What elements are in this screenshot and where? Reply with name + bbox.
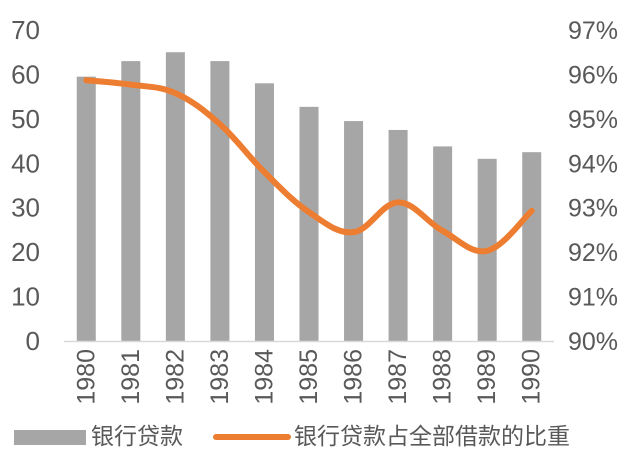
- legend-line-label: 银行贷款占全部借款的比重: [294, 423, 570, 449]
- bar-1980: [77, 77, 96, 341]
- x-tick-label: 1982: [161, 349, 189, 405]
- left-tick-label: 10: [11, 282, 40, 312]
- x-tick-label: 1988: [429, 349, 457, 405]
- left-tick-label: 40: [11, 148, 40, 178]
- x-tick-label: 1983: [206, 349, 234, 405]
- left-tick-label: 50: [11, 104, 40, 134]
- left-tick-label: 70: [11, 15, 40, 45]
- x-tick-label: 1985: [295, 349, 323, 405]
- bar-1988: [433, 146, 452, 341]
- legend: 银行贷款 银行贷款占全部借款的比重: [14, 423, 570, 449]
- left-axis-ticks: 0 10 20 30 40 50 60 70: [11, 15, 40, 356]
- bar-1983: [210, 61, 229, 341]
- left-tick-label: 20: [11, 237, 40, 267]
- bars-layer: [77, 52, 541, 341]
- x-tick-label: 1986: [340, 349, 368, 405]
- x-tick-label: 1981: [117, 349, 145, 405]
- bar-1985: [300, 107, 319, 341]
- right-tick-label: 95%: [568, 106, 618, 134]
- right-tick-label: 97%: [568, 17, 618, 45]
- x-tick-label: 1990: [518, 349, 546, 405]
- right-tick-label: 93%: [568, 195, 618, 223]
- left-tick-label: 60: [11, 59, 40, 89]
- bar-1987: [389, 130, 408, 341]
- right-tick-label: 96%: [568, 61, 618, 89]
- legend-bar-swatch: [14, 430, 86, 445]
- right-tick-label: 90%: [568, 328, 618, 356]
- right-axis-ticks: 90% 91% 92% 93% 94% 95% 96% 97%: [568, 17, 618, 356]
- x-tick-label: 1984: [250, 349, 278, 405]
- legend-bar-label: 银行贷款: [91, 423, 183, 449]
- left-tick-label: 0: [26, 326, 40, 356]
- bar-1990: [522, 152, 541, 341]
- x-tick-label: 1987: [384, 349, 412, 405]
- right-tick-label: 91%: [568, 284, 618, 312]
- x-tick-label: 1989: [473, 349, 501, 405]
- x-axis-ticks: 1980 1981 1982 1983 1984 1985 1986 1987 1988 1989…: [72, 349, 545, 405]
- x-tick-label: 1980: [72, 349, 100, 405]
- bar-1984: [255, 83, 274, 341]
- bar-1981: [121, 61, 140, 341]
- right-tick-label: 94%: [568, 150, 618, 178]
- right-tick-label: 92%: [568, 239, 618, 267]
- left-tick-label: 30: [11, 193, 40, 223]
